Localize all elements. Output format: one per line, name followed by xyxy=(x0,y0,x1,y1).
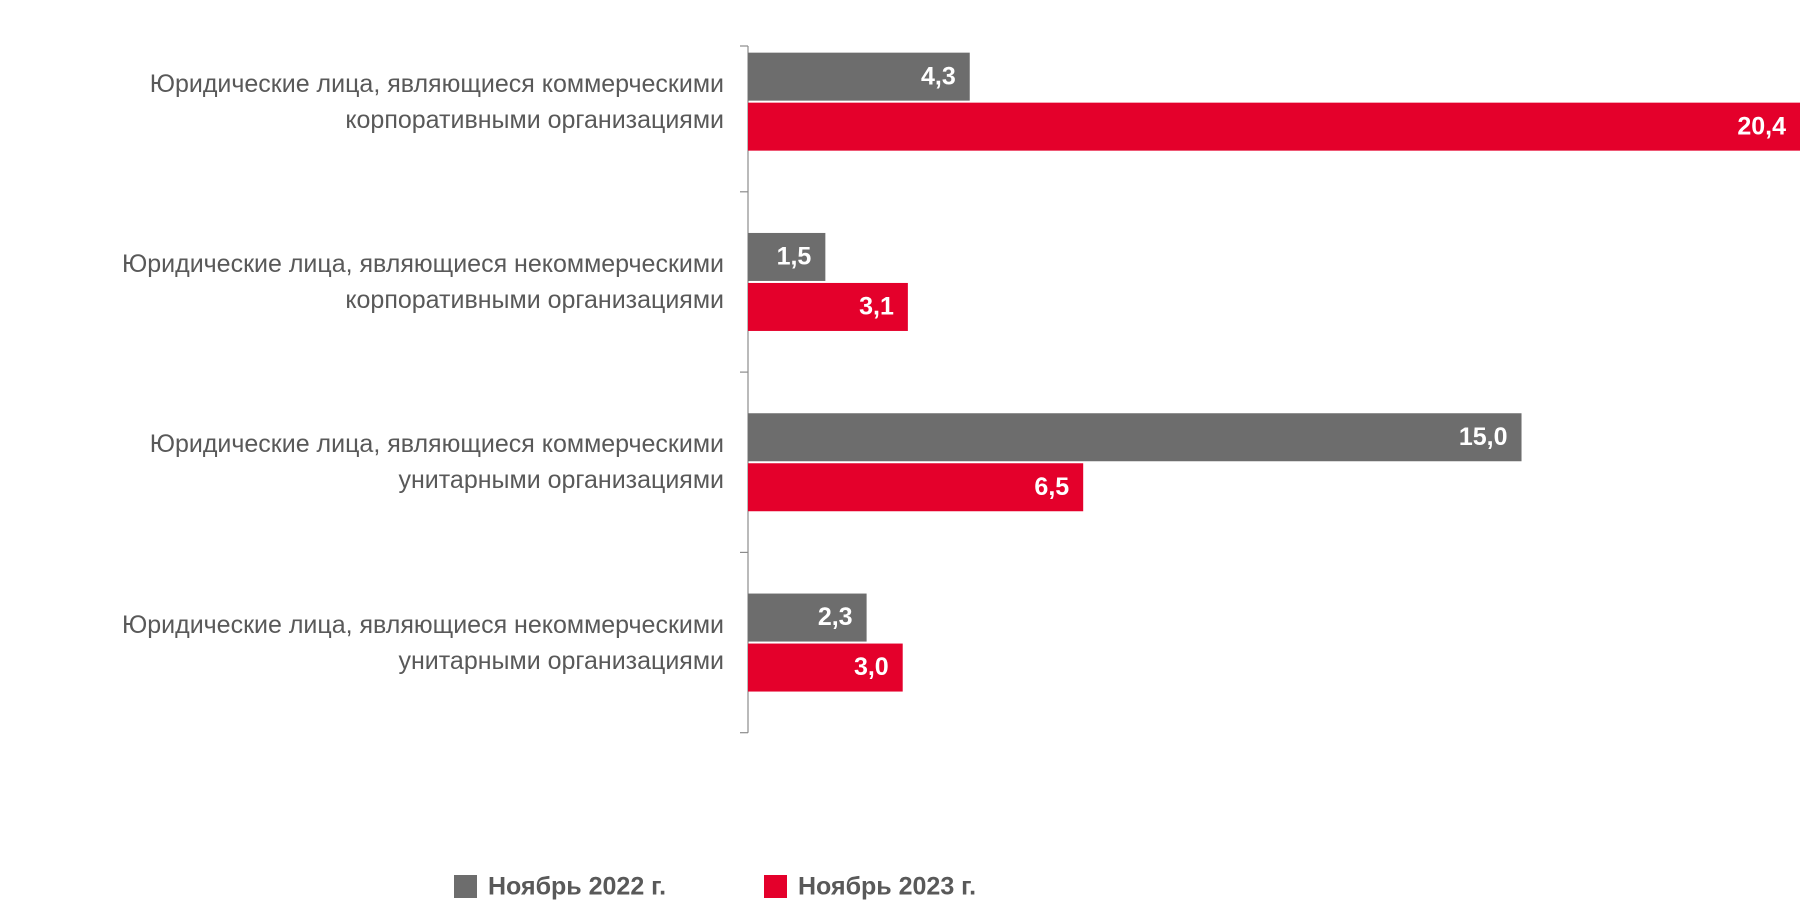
bar xyxy=(748,232,826,281)
category-label-box: Юридические лица, являющиеся некоммерчес… xyxy=(121,610,724,675)
category-label-box: Юридические лица, являющиеся коммерчески… xyxy=(149,69,724,134)
legend-swatch xyxy=(454,875,477,898)
data-label: 1,5 xyxy=(777,243,812,271)
legend-label: Ноябрь 2022 г. xyxy=(488,873,666,901)
legend-swatch xyxy=(764,875,787,898)
bar xyxy=(748,52,970,101)
data-label: 4,3 xyxy=(921,62,956,90)
bar xyxy=(748,463,1084,512)
bar xyxy=(748,413,1522,462)
bar xyxy=(748,593,867,642)
category-label: Юридические лица, являющиеся некоммерчес… xyxy=(121,249,724,314)
data-label: 3,0 xyxy=(854,653,889,681)
category-label: Юридические лица, являющиеся коммерчески… xyxy=(149,69,724,134)
data-label: 3,1 xyxy=(859,293,894,321)
data-label: 6,5 xyxy=(1034,473,1069,501)
data-label: 15,0 xyxy=(1459,423,1508,451)
bar xyxy=(748,282,908,331)
category-label: Юридические лица, являющиеся коммерчески… xyxy=(149,430,724,495)
category-label: Юридические лица, являющиеся некоммерчес… xyxy=(121,610,724,675)
category-label-box: Юридические лица, являющиеся коммерчески… xyxy=(149,430,724,495)
category-label-box: Юридические лица, являющиеся некоммерчес… xyxy=(121,249,724,314)
bar xyxy=(748,643,903,692)
legend-label: Ноябрь 2023 г. xyxy=(798,873,976,901)
data-label: 20,4 xyxy=(1737,112,1786,140)
data-label: 2,3 xyxy=(818,603,853,631)
bar xyxy=(748,102,1800,151)
